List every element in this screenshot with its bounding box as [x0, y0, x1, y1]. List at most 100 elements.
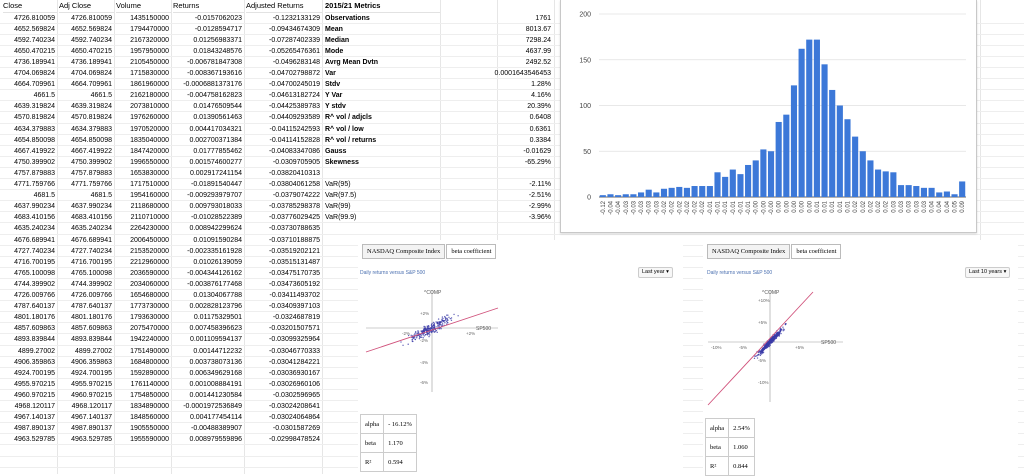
metric-label[interactable]: Median — [325, 36, 350, 44]
table-cell[interactable]: -0.04702798872 — [269, 70, 320, 77]
table-cell[interactable]: 4736.189941 — [71, 58, 112, 66]
table-cell[interactable]: 4650.470215 — [14, 47, 55, 55]
table-cell[interactable]: 4592.740234 — [14, 36, 55, 44]
table-cell[interactable]: 4676.689941 — [14, 236, 55, 244]
table-cell[interactable]: 4676.689941 — [71, 236, 112, 244]
table-cell[interactable]: 4727.740234 — [14, 247, 55, 255]
table-cell[interactable]: 4893.839844 — [14, 336, 55, 344]
table-cell[interactable]: -0.0006881373176 — [183, 81, 242, 89]
table-cell[interactable]: 4960.970215 — [71, 391, 112, 399]
metric-value[interactable]: 1761 — [535, 14, 551, 22]
table-cell[interactable]: 4639.319824 — [71, 103, 112, 111]
beta-panel-last-year[interactable]: NASDAQ Composite Index beta coefficient … — [358, 240, 683, 474]
table-cell[interactable]: 4924.700195 — [14, 369, 55, 377]
table-cell[interactable]: -0.04409293589 — [269, 114, 320, 122]
tab-beta-coefficient[interactable]: beta coefficient — [791, 244, 842, 259]
table-cell[interactable]: 2073810000 — [130, 103, 169, 111]
table-cell[interactable]: 4963.529785 — [14, 436, 55, 444]
metric-label[interactable]: Gauss — [325, 147, 347, 155]
table-cell[interactable]: -0.03024064864 — [269, 414, 320, 422]
table-cell[interactable]: -0.003876177468 — [187, 280, 242, 288]
table-cell[interactable]: -0.03026960106 — [269, 380, 320, 388]
range-select[interactable]: Last year ▾ — [638, 267, 673, 278]
table-cell[interactable]: 0.01843248576 — [193, 47, 242, 55]
metric-label[interactable]: VaR(97.5) — [325, 192, 357, 200]
metric-label[interactable]: VaR(95) — [325, 181, 351, 188]
table-cell[interactable]: 4968.120117 — [14, 403, 55, 410]
table-cell[interactable]: 0.002828123796 — [189, 303, 242, 311]
table-cell[interactable]: 4634.379883 — [14, 125, 55, 133]
table-cell[interactable]: 4681.5 — [90, 192, 112, 200]
metric-value[interactable]: -3.96% — [528, 214, 551, 222]
table-cell[interactable]: 1861960000 — [130, 81, 169, 89]
table-cell[interactable]: 1435150000 — [130, 14, 169, 22]
metric-value[interactable]: 8013.67 — [525, 25, 551, 33]
table-cell[interactable]: 0.004177454114 — [189, 414, 242, 422]
table-cell[interactable]: -0.04425389783 — [269, 103, 320, 111]
table-cell[interactable]: 4726.810059 — [14, 14, 55, 22]
table-cell[interactable]: 0.01091590284 — [193, 236, 242, 244]
metric-value[interactable]: -65.29% — [524, 158, 551, 166]
table-cell[interactable]: 0.008979559896 — [189, 436, 242, 444]
table-cell[interactable]: 0.007458396623 — [189, 325, 242, 333]
table-cell[interactable]: 2034060000 — [130, 280, 169, 288]
table-cell[interactable]: 4750.399902 — [14, 158, 55, 166]
table-cell[interactable]: 2006450000 — [130, 236, 169, 244]
table-cell[interactable]: 2167320000 — [130, 36, 169, 44]
table-cell[interactable]: 4801.180176 — [14, 314, 55, 322]
table-cell[interactable]: 4650.470215 — [71, 47, 112, 55]
table-cell[interactable]: 4744.399902 — [71, 280, 112, 288]
metric-value[interactable]: 4637.99 — [525, 47, 551, 55]
table-cell[interactable]: 1942240000 — [130, 336, 169, 344]
table-cell[interactable]: -0.03411493702 — [269, 292, 320, 299]
table-cell[interactable]: 1715830000 — [130, 70, 169, 77]
header-returns[interactable]: Returns — [173, 0, 244, 13]
table-cell[interactable]: 4765.100098 — [71, 269, 112, 277]
table-cell[interactable]: 1773730000 — [130, 303, 169, 311]
table-cell[interactable]: 0.003738073136 — [189, 358, 242, 366]
table-cell[interactable]: 4667.419922 — [71, 147, 112, 155]
table-cell[interactable]: -0.03473605192 — [269, 280, 320, 288]
table-cell[interactable]: -0.04083347086 — [269, 147, 320, 155]
table-cell[interactable]: 1653830000 — [130, 169, 169, 177]
table-cell[interactable]: 0.01476509544 — [193, 103, 242, 111]
table-cell[interactable]: 2075470000 — [130, 325, 169, 333]
table-cell[interactable]: 1794470000 — [130, 25, 169, 33]
table-cell[interactable]: 4857.609863 — [71, 325, 112, 333]
table-cell[interactable]: 1996550000 — [130, 158, 169, 166]
table-cell[interactable]: 1954160000 — [130, 192, 169, 200]
table-cell[interactable]: 4634.379883 — [71, 125, 112, 133]
table-cell[interactable]: 4771.759766 — [14, 181, 55, 188]
table-cell[interactable]: 0.008942299624 — [189, 225, 242, 233]
table-cell[interactable]: 0.01175329501 — [193, 314, 242, 322]
table-cell[interactable]: 4857.609863 — [14, 325, 55, 333]
table-cell[interactable]: -0.04613182724 — [269, 92, 320, 100]
table-cell[interactable]: 2036590000 — [130, 269, 169, 277]
table-cell[interactable]: 4906.359863 — [14, 358, 55, 366]
metric-value[interactable]: -2.51% — [528, 192, 551, 200]
table-cell[interactable]: -0.03409397103 — [269, 303, 320, 311]
table-cell[interactable]: -0.0379074222 — [272, 192, 320, 200]
table-cell[interactable]: -0.0496283148 — [272, 58, 320, 66]
metric-label[interactable]: Stdv — [325, 81, 341, 89]
metric-label[interactable]: Mean — [325, 25, 343, 33]
metric-value[interactable]: 0.3384 — [529, 136, 551, 144]
table-cell[interactable]: 0.01256983371 — [193, 36, 242, 44]
table-cell[interactable]: 0.00144712232 — [193, 347, 242, 355]
table-cell[interactable]: 4771.759766 — [71, 181, 112, 188]
table-cell[interactable]: -0.01891540447 — [191, 181, 242, 188]
metric-value[interactable]: 7298.24 — [525, 36, 551, 44]
table-cell[interactable]: -0.1232133129 — [272, 14, 320, 22]
table-cell[interactable]: 4750.399902 — [71, 158, 112, 166]
table-cell[interactable]: 4955.970215 — [14, 380, 55, 388]
metric-label[interactable]: R^ vol / adjcls — [325, 114, 372, 122]
table-cell[interactable]: 4683.410156 — [71, 214, 112, 222]
table-cell[interactable]: 4635.240234 — [71, 225, 112, 233]
table-cell[interactable]: -0.09434674309 — [269, 25, 320, 33]
table-cell[interactable]: 1835040000 — [130, 136, 169, 144]
table-cell[interactable]: 0.001109594137 — [189, 336, 242, 344]
table-cell[interactable]: 4744.399902 — [14, 280, 55, 288]
table-cell[interactable]: 4639.319824 — [14, 103, 55, 111]
metric-label[interactable]: Skewness — [325, 158, 359, 166]
table-cell[interactable]: 4787.640137 — [71, 303, 112, 311]
